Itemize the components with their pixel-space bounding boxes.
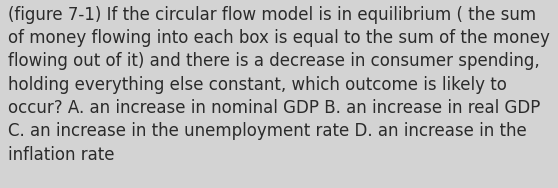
Text: (figure 7-1) If the circular flow model is in equilibrium ( the sum
of money flo: (figure 7-1) If the circular flow model … bbox=[8, 6, 550, 164]
